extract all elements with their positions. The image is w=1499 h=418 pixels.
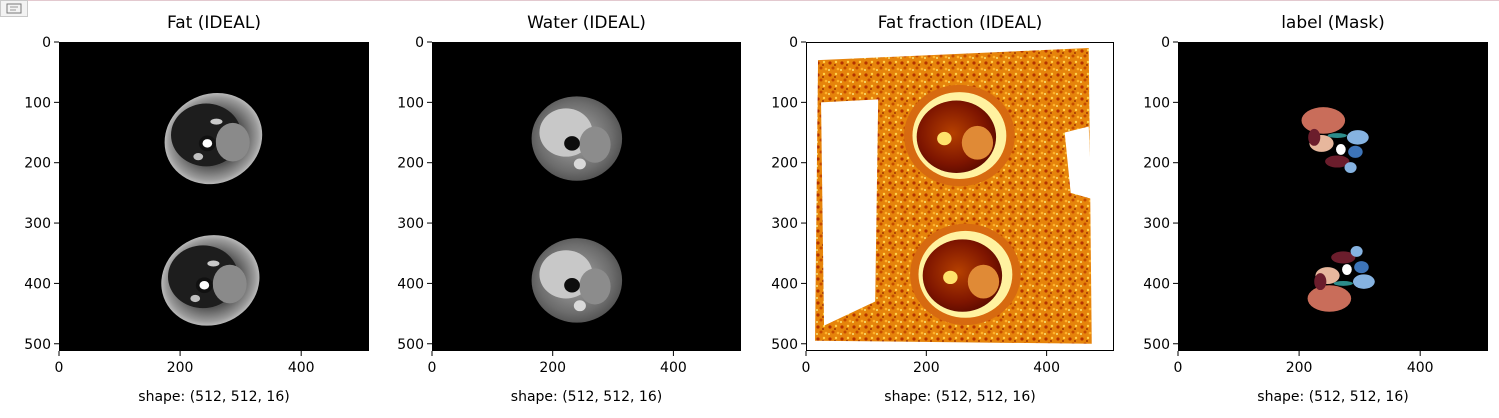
y-tick-label: 0	[789, 35, 798, 51]
x-axis-label: shape: (512, 512, 16)	[884, 389, 1035, 405]
y-tick-label: 500	[397, 337, 424, 353]
x-tick-label: 400	[660, 360, 687, 376]
y-tick-label: 200	[771, 156, 798, 172]
label-region	[1331, 251, 1356, 264]
y-tick-label: 100	[24, 95, 51, 111]
panel-title: Fat (IDEAL)	[167, 13, 261, 33]
marrow	[937, 131, 952, 146]
y-tick-label: 0	[1161, 35, 1170, 51]
label-region	[1342, 264, 1352, 275]
x-tick-label: 200	[1286, 360, 1313, 376]
y-tick-label: 0	[415, 35, 424, 51]
axes-frame	[1178, 42, 1488, 351]
y-tick-label: 200	[24, 156, 51, 172]
marrow	[202, 139, 213, 148]
x-axis-label: shape: (512, 512, 16)	[511, 389, 662, 405]
vessel	[573, 158, 586, 170]
image	[161, 92, 263, 326]
y-tick-label: 300	[771, 216, 798, 232]
label-region	[1350, 245, 1363, 257]
x-axis-label: shape: (512, 512, 16)	[138, 389, 289, 405]
axes-frame	[59, 42, 369, 351]
x-tick-label: 200	[539, 360, 566, 376]
y-tick-label: 400	[771, 276, 798, 292]
label-region	[1344, 162, 1357, 173]
muscle-bright	[212, 264, 247, 304]
fat-streak	[190, 294, 201, 303]
cell-top-border	[0, 0, 1499, 1]
vessel	[573, 300, 586, 312]
label-region	[1354, 261, 1369, 274]
image	[815, 48, 1092, 344]
label-region	[1307, 285, 1352, 312]
x-tick-label: 0	[1174, 360, 1183, 376]
background-noise	[815, 48, 1092, 344]
y-tick-label: 300	[1143, 216, 1170, 232]
y-tick-label: 0	[42, 35, 51, 51]
x-axis-label: shape: (512, 512, 16)	[1257, 389, 1408, 405]
y-tick-label: 200	[397, 156, 424, 172]
bone-dark	[564, 277, 580, 293]
muscle-bright	[215, 122, 250, 162]
label-region	[1325, 155, 1350, 168]
marrow	[943, 270, 958, 285]
muscle-mixed	[961, 125, 994, 160]
fat-streak	[210, 118, 223, 125]
muscle-mixed	[967, 264, 1000, 299]
label-region	[1314, 273, 1327, 291]
y-tick-label: 400	[1143, 276, 1170, 292]
axes-frame	[806, 42, 1114, 351]
x-tick-label: 200	[913, 360, 940, 376]
y-tick-label: 400	[397, 276, 424, 292]
y-tick-label: 500	[1143, 337, 1170, 353]
x-tick-label: 200	[167, 360, 194, 376]
label-region	[1308, 128, 1321, 146]
panel-title: label (Mask)	[1281, 13, 1385, 33]
y-tick-label: 500	[771, 337, 798, 353]
muscle-mid	[579, 126, 611, 163]
bone-dark	[564, 136, 580, 151]
y-tick-label: 400	[24, 276, 51, 292]
y-tick-label: 300	[397, 216, 424, 232]
x-tick-label: 400	[288, 360, 315, 376]
masked-region	[821, 99, 879, 326]
label-region	[1301, 107, 1346, 134]
expand-output-icon[interactable]	[0, 0, 28, 17]
label-region	[1336, 143, 1346, 155]
masked-region	[1064, 126, 1092, 199]
fat-streak	[193, 153, 204, 161]
image	[531, 96, 623, 323]
muscle-mid	[579, 268, 611, 305]
marrow	[199, 280, 210, 290]
x-tick-label: 400	[1033, 360, 1060, 376]
y-tick-label: 200	[1143, 156, 1170, 172]
y-tick-label: 300	[24, 216, 51, 232]
y-tick-label: 100	[397, 95, 424, 111]
axes-frame	[432, 42, 741, 351]
x-tick-label: 0	[802, 360, 811, 376]
y-tick-label: 100	[1143, 95, 1170, 111]
label-region	[1346, 130, 1369, 145]
y-tick-label: 500	[24, 337, 51, 353]
x-tick-label: 400	[1407, 360, 1434, 376]
label-region	[1333, 280, 1353, 286]
panel-title: Water (IDEAL)	[527, 13, 646, 33]
label-region	[1327, 133, 1347, 138]
x-tick-label: 0	[55, 360, 64, 376]
y-tick-label: 100	[771, 95, 798, 111]
x-tick-label: 0	[428, 360, 437, 376]
fat-streak	[207, 260, 220, 267]
label-region	[1352, 274, 1375, 289]
label-region	[1348, 145, 1363, 158]
image	[1301, 107, 1375, 312]
panel-title: Fat fraction (IDEAL)	[878, 13, 1043, 33]
